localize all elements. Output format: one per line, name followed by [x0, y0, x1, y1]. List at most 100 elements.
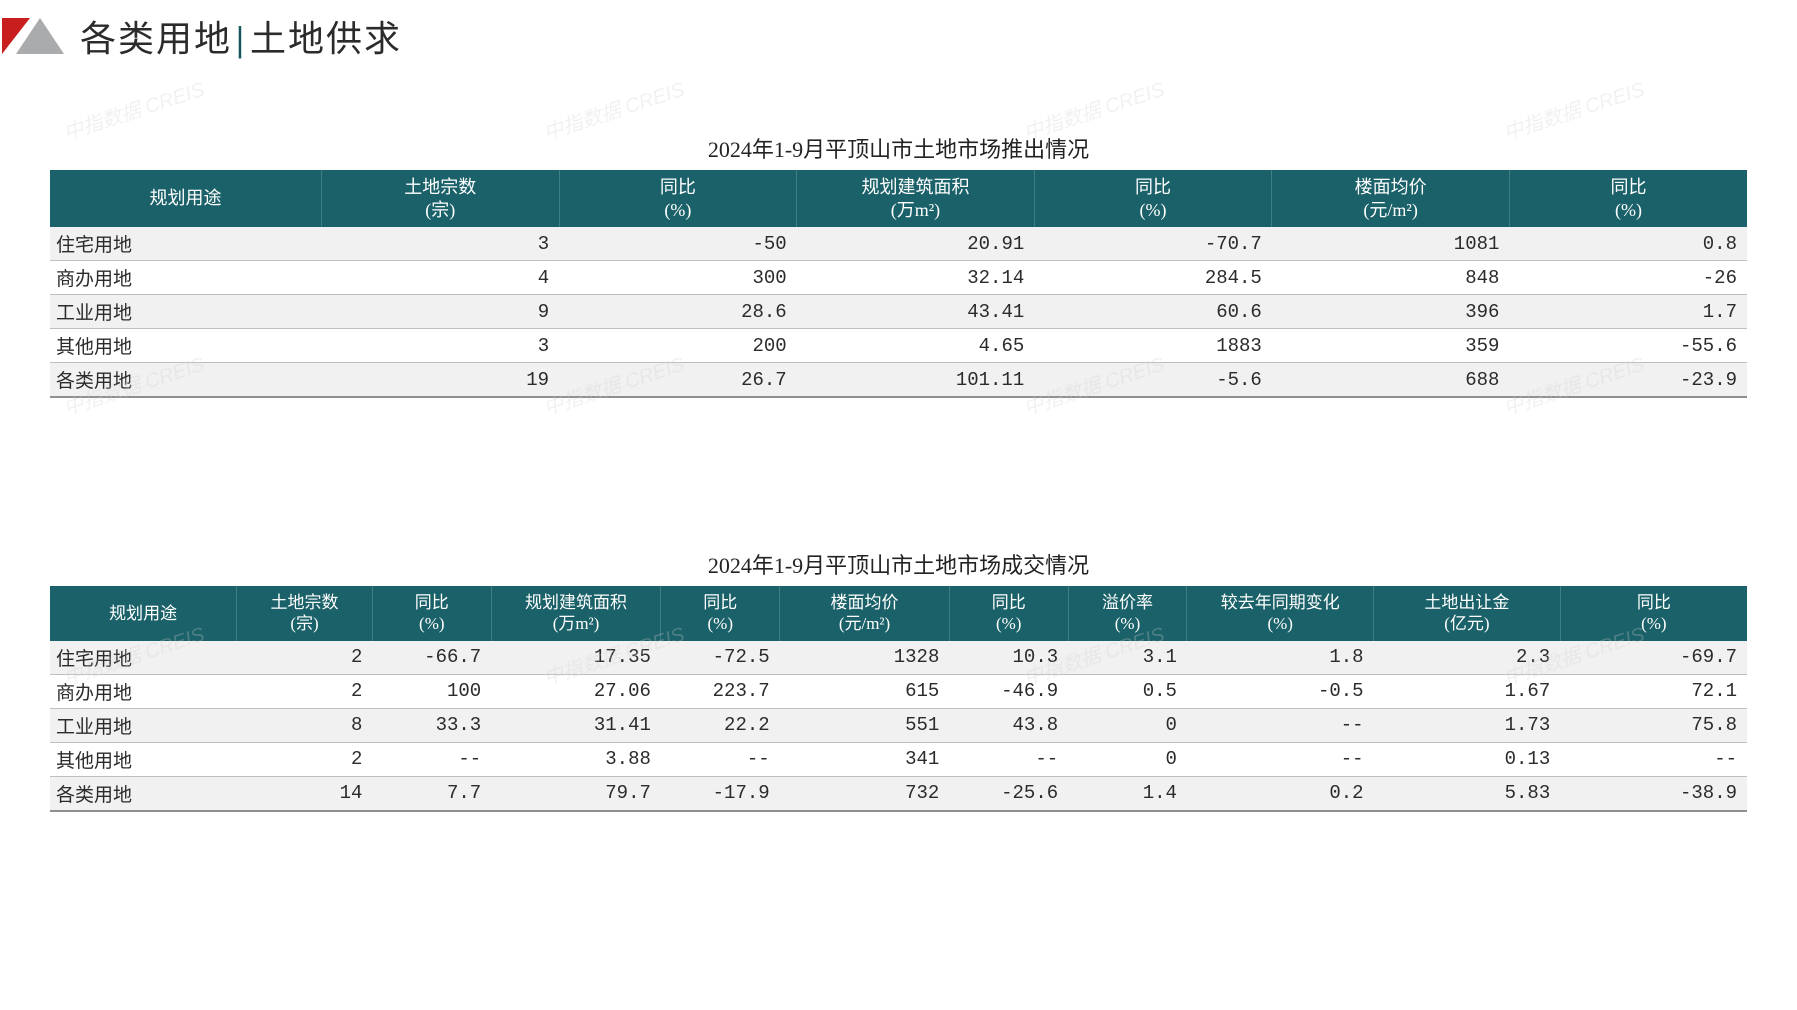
cell-value: 5.83 — [1374, 776, 1561, 811]
column-header: 同比(%) — [1509, 170, 1747, 227]
table-row: 工业用地928.643.4160.63961.7 — [50, 295, 1747, 329]
row-label: 商办用地 — [50, 674, 237, 708]
cell-value: -- — [949, 742, 1068, 776]
cell-value: 223.7 — [661, 674, 780, 708]
cell-value: 3.1 — [1068, 641, 1187, 675]
cell-value: 14 — [237, 776, 373, 811]
table-row: 住宅用地3-5020.91-70.710810.8 — [50, 227, 1747, 261]
cell-value: 33.3 — [372, 708, 491, 742]
cell-value: 1883 — [1034, 329, 1272, 363]
content-area: 2024年1-9月平顶山市土地市场推出情况 规划用途土地宗数(宗)同比(%)规划… — [0, 62, 1797, 812]
cell-value: 284.5 — [1034, 261, 1272, 295]
cell-value: 43.8 — [949, 708, 1068, 742]
cell-value: 20.91 — [797, 227, 1035, 261]
cell-value: 100 — [372, 674, 491, 708]
column-header: 溢价率(%) — [1068, 586, 1187, 641]
cell-value: 1.73 — [1374, 708, 1561, 742]
cell-value: -- — [1187, 742, 1374, 776]
column-header: 土地出让金(亿元) — [1374, 586, 1561, 641]
cell-value: 1328 — [780, 641, 950, 675]
row-label: 商办用地 — [50, 261, 322, 295]
column-header: 楼面均价(元/m²) — [1272, 170, 1510, 227]
row-label: 工业用地 — [50, 708, 237, 742]
cell-value: 1.67 — [1374, 674, 1561, 708]
cell-value: 1081 — [1272, 227, 1510, 261]
cell-value: 0.13 — [1374, 742, 1561, 776]
cell-value: 615 — [780, 674, 950, 708]
cell-value: 688 — [1272, 363, 1510, 398]
cell-value: -- — [1187, 708, 1374, 742]
cell-value: 4.65 — [797, 329, 1035, 363]
cell-value: 8 — [237, 708, 373, 742]
table-row: 其他用地32004.651883359-55.6 — [50, 329, 1747, 363]
cell-value: 60.6 — [1034, 295, 1272, 329]
table1-caption: 2024年1-9月平顶山市土地市场推出情况 — [50, 132, 1747, 164]
cell-value: 9 — [322, 295, 560, 329]
column-header: 同比(%) — [1560, 586, 1747, 641]
column-header: 同比(%) — [661, 586, 780, 641]
page-title: 各类用地|土地供求 — [80, 10, 402, 62]
cell-value: -- — [372, 742, 491, 776]
cell-value: -5.6 — [1034, 363, 1272, 398]
cell-value: -17.9 — [661, 776, 780, 811]
cell-value: 0.2 — [1187, 776, 1374, 811]
cell-value: -46.9 — [949, 674, 1068, 708]
column-header: 较去年同期变化(%) — [1187, 586, 1374, 641]
column-header: 楼面均价(元/m²) — [780, 586, 950, 641]
row-label: 各类用地 — [50, 363, 322, 398]
row-label: 住宅用地 — [50, 641, 237, 675]
cell-value: 72.1 — [1560, 674, 1747, 708]
cell-value: -50 — [559, 227, 797, 261]
cell-value: -23.9 — [1509, 363, 1747, 398]
cell-value: 27.06 — [491, 674, 661, 708]
row-label: 住宅用地 — [50, 227, 322, 261]
cell-value: 300 — [559, 261, 797, 295]
cell-value: 3 — [322, 329, 560, 363]
cell-value: 7.7 — [372, 776, 491, 811]
table-row: 商办用地210027.06223.7615-46.90.5-0.51.6772.… — [50, 674, 1747, 708]
cell-value: 4 — [322, 261, 560, 295]
cell-value: 2 — [237, 742, 373, 776]
column-header: 规划用途 — [50, 586, 237, 641]
cell-value: 22.2 — [661, 708, 780, 742]
column-header: 规划建筑面积(万m²) — [491, 586, 661, 641]
column-header: 土地宗数(宗) — [237, 586, 373, 641]
column-header: 同比(%) — [559, 170, 797, 227]
table-launch: 规划用途土地宗数(宗)同比(%)规划建筑面积(万m²)同比(%)楼面均价(元/m… — [50, 170, 1747, 398]
column-header: 规划建筑面积(万m²) — [797, 170, 1035, 227]
table-row: 工业用地833.331.4122.255143.80--1.7375.8 — [50, 708, 1747, 742]
row-label: 各类用地 — [50, 776, 237, 811]
cell-value: 0.5 — [1068, 674, 1187, 708]
cell-value: 3 — [322, 227, 560, 261]
cell-value: 732 — [780, 776, 950, 811]
cell-value: 0 — [1068, 708, 1187, 742]
cell-value: 848 — [1272, 261, 1510, 295]
cell-value: 2.3 — [1374, 641, 1561, 675]
cell-value: 0.8 — [1509, 227, 1747, 261]
table-row: 住宅用地2-66.717.35-72.5132810.33.11.82.3-69… — [50, 641, 1747, 675]
cell-value: 359 — [1272, 329, 1510, 363]
cell-value: 28.6 — [559, 295, 797, 329]
cell-value: -66.7 — [372, 641, 491, 675]
table-row: 商办用地430032.14284.5848-26 — [50, 261, 1747, 295]
cell-value: -69.7 — [1560, 641, 1747, 675]
cell-value: 1.4 — [1068, 776, 1187, 811]
cell-value: -0.5 — [1187, 674, 1374, 708]
title-left: 各类用地 — [80, 19, 232, 59]
cell-value: 396 — [1272, 295, 1510, 329]
cell-value: 17.35 — [491, 641, 661, 675]
logo-icon — [2, 18, 66, 54]
page-header: 各类用地|土地供求 — [0, 0, 1797, 62]
cell-value: 2 — [237, 641, 373, 675]
cell-value: 341 — [780, 742, 950, 776]
cell-value: -55.6 — [1509, 329, 1747, 363]
cell-value: -25.6 — [949, 776, 1068, 811]
cell-value: 2 — [237, 674, 373, 708]
cell-value: 32.14 — [797, 261, 1035, 295]
cell-value: 26.7 — [559, 363, 797, 398]
cell-value: -26 — [1509, 261, 1747, 295]
cell-value: -- — [661, 742, 780, 776]
row-label: 其他用地 — [50, 329, 322, 363]
cell-value: 200 — [559, 329, 797, 363]
column-header: 规划用途 — [50, 170, 322, 227]
